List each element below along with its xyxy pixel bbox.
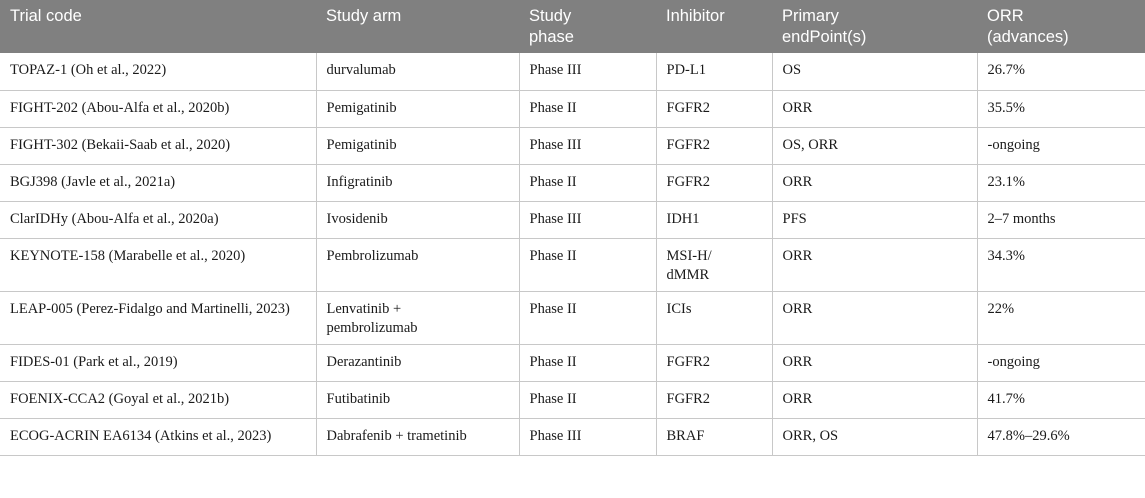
cell-inhibitor: ICIs xyxy=(656,291,773,345)
cell-inhibitor: FGFR2 xyxy=(656,381,773,419)
cell-inhibitor: FGFR2 xyxy=(656,344,773,382)
header-primary-endpoints: Primary endPoint(s) xyxy=(772,0,977,53)
cell-study-phase: Phase II xyxy=(519,164,657,202)
cell-study-phase: Phase II xyxy=(519,344,657,382)
cell-study-phase: Phase II xyxy=(519,381,657,419)
cell-orr: 2–7 months xyxy=(977,201,1145,239)
cell-study-arm: Infigratinib xyxy=(316,164,520,202)
table-row: FIDES-01 (Park et al., 2019) Derazantinib… xyxy=(0,344,1145,382)
cell-primary-endpoints: OS xyxy=(772,53,978,91)
cell-study-arm: Ivosidenib xyxy=(316,201,520,239)
header-trial-code: Trial code xyxy=(0,0,316,53)
cell-study-phase: Phase III xyxy=(519,201,657,239)
cell-trial-code: ECOG-ACRIN EA6134 (Atkins et al., 2023) xyxy=(0,418,317,456)
cell-primary-endpoints: ORR xyxy=(772,381,978,419)
cell-primary-endpoints: ORR xyxy=(772,238,978,292)
cell-orr: 35.5% xyxy=(977,90,1145,128)
cell-orr: 34.3% xyxy=(977,238,1145,292)
cell-trial-code: TOPAZ-1 (Oh et al., 2022) xyxy=(0,53,317,91)
cell-orr: -ongoing xyxy=(977,127,1145,165)
cell-study-arm: Derazantinib xyxy=(316,344,520,382)
header-study-arm: Study arm xyxy=(316,0,519,53)
cell-inhibitor: PD-L1 xyxy=(656,53,773,91)
cell-primary-endpoints: ORR xyxy=(772,344,978,382)
cell-trial-code: FIGHT-302 (Bekaii-Saab et al., 2020) xyxy=(0,127,317,165)
table-row: ECOG-ACRIN EA6134 (Atkins et al., 2023) D… xyxy=(0,418,1145,456)
cell-inhibitor: MSI-H/dMMR xyxy=(656,238,773,292)
cell-study-phase: Phase II xyxy=(519,90,657,128)
cell-inhibitor: BRAF xyxy=(656,418,773,456)
cell-trial-code: FOENIX-CCA2 (Goyal et al., 2021b) xyxy=(0,381,317,419)
cell-inhibitor: FGFR2 xyxy=(656,90,773,128)
cell-study-arm: Pembrolizumab xyxy=(316,238,520,292)
cell-study-phase: Phase III xyxy=(519,418,657,456)
cell-orr: -ongoing xyxy=(977,344,1145,382)
cell-study-phase: Phase III xyxy=(519,53,657,91)
cell-study-arm: Dabrafenib + trametinib xyxy=(316,418,520,456)
cell-orr: 41.7% xyxy=(977,381,1145,419)
cell-study-arm: Futibatinib xyxy=(316,381,520,419)
table-row: FIGHT-202 (Abou-Alfa et al., 2020b) Pemig… xyxy=(0,90,1145,128)
cell-primary-endpoints: ORR, OS xyxy=(772,418,978,456)
cell-study-phase: Phase III xyxy=(519,127,657,165)
header-inhibitor: Inhibitor xyxy=(656,0,772,53)
cell-inhibitor: FGFR2 xyxy=(656,164,773,202)
cell-trial-code: KEYNOTE-158 (Marabelle et al., 2020) xyxy=(0,238,317,292)
header-orr: ORR (advances) xyxy=(977,0,1145,53)
cell-trial-code: LEAP-005 (Perez-Fidalgo and Martinelli, … xyxy=(0,291,317,345)
header-row: Trial code Study arm Study phase Inhibito… xyxy=(0,0,1145,53)
cell-orr: 23.1% xyxy=(977,164,1145,202)
cell-orr: 26.7% xyxy=(977,53,1145,91)
table-row: LEAP-005 (Perez-Fidalgo and Martinelli, … xyxy=(0,291,1145,345)
cell-orr: 22% xyxy=(977,291,1145,345)
cell-study-arm: Pemigatinib xyxy=(316,127,520,165)
cell-study-arm: Lenvatinib + pembrolizumab xyxy=(316,291,520,345)
cell-inhibitor: IDH1 xyxy=(656,201,773,239)
cell-trial-code: ClarIDHy (Abou-Alfa et al., 2020a) xyxy=(0,201,317,239)
cell-trial-code: BGJ398 (Javle et al., 2021a) xyxy=(0,164,317,202)
cell-orr: 47.8%–29.6% xyxy=(977,418,1145,456)
cell-study-arm: durvalumab xyxy=(316,53,520,91)
cell-study-phase: Phase II xyxy=(519,291,657,345)
trials-table: Trial code Study arm Study phase Inhibito… xyxy=(0,0,1145,456)
cell-trial-code: FIDES-01 (Park et al., 2019) xyxy=(0,344,317,382)
header-study-phase: Study phase xyxy=(519,0,656,53)
table-row: FIGHT-302 (Bekaii-Saab et al., 2020) Pemi… xyxy=(0,127,1145,165)
cell-primary-endpoints: ORR xyxy=(772,291,978,345)
table-row: FOENIX-CCA2 (Goyal et al., 2021b) Futibat… xyxy=(0,381,1145,419)
cell-primary-endpoints: PFS xyxy=(772,201,978,239)
cell-trial-code: FIGHT-202 (Abou-Alfa et al., 2020b) xyxy=(0,90,317,128)
cell-study-phase: Phase II xyxy=(519,238,657,292)
table-body: TOPAZ-1 (Oh et al., 2022) durvalumab Phase… xyxy=(0,53,1145,456)
table-row: TOPAZ-1 (Oh et al., 2022) durvalumab Phase… xyxy=(0,53,1145,91)
cell-primary-endpoints: OS, ORR xyxy=(772,127,978,165)
cell-inhibitor: FGFR2 xyxy=(656,127,773,165)
table-row: ClarIDHy (Abou-Alfa et al., 2020a) Ivosid… xyxy=(0,201,1145,239)
cell-primary-endpoints: ORR xyxy=(772,90,978,128)
table-row: KEYNOTE-158 (Marabelle et al., 2020) Pemb… xyxy=(0,238,1145,292)
cell-study-arm: Pemigatinib xyxy=(316,90,520,128)
table-row: BGJ398 (Javle et al., 2021a) Infigratinib… xyxy=(0,164,1145,202)
cell-primary-endpoints: ORR xyxy=(772,164,978,202)
